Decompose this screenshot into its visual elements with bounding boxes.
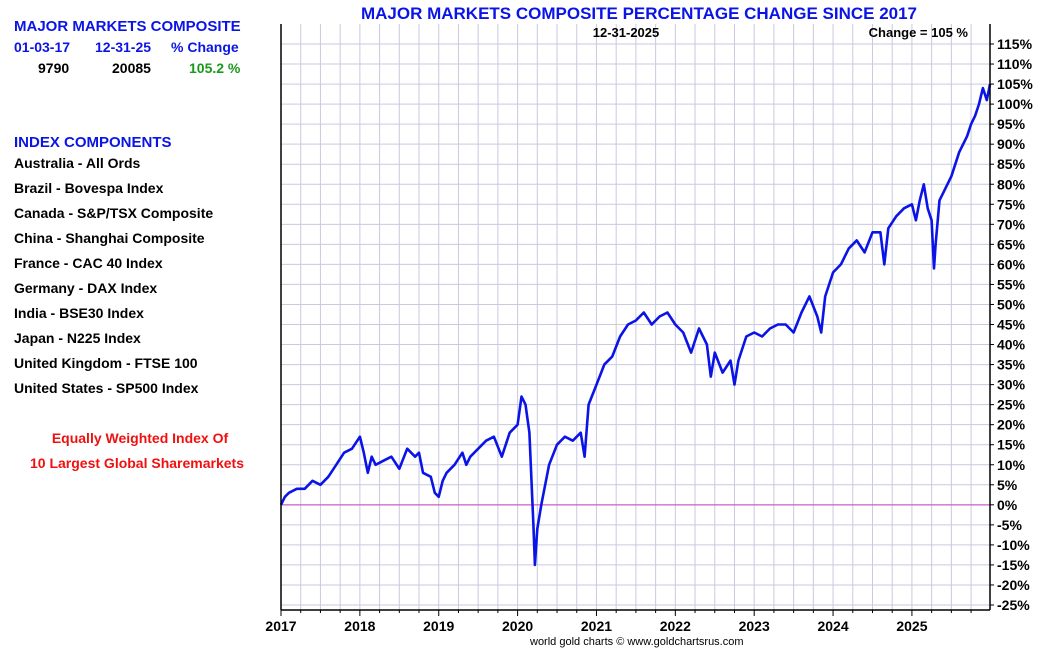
y-tick-label: -5% (997, 517, 1022, 533)
component-item: United Kingdom - FTSE 100 (14, 355, 198, 371)
y-tick-label: 85% (997, 156, 1026, 172)
note-line-1: Equally Weighted Index Of (51, 430, 229, 446)
y-tick-label: 95% (997, 116, 1026, 132)
series-line (279, 83, 992, 567)
x-tick-label: 2019 (423, 618, 454, 634)
chart-title: MAJOR MARKETS COMPOSITE PERCENTAGE CHANG… (360, 4, 918, 23)
y-tick-label: 30% (997, 377, 1026, 393)
y-tick-label: -15% (997, 557, 1030, 573)
y-tick-label: 5% (997, 477, 1018, 493)
y-tick-label: 110% (997, 56, 1033, 72)
y-tick-label: 75% (997, 196, 1026, 212)
y-tick-label: 10% (997, 457, 1026, 473)
y-tick-label: 70% (997, 216, 1026, 232)
x-tick-label: 2025 (896, 618, 927, 634)
component-item: Australia - All Ords (14, 155, 141, 171)
y-tick-label: 65% (997, 236, 1026, 252)
y-tick-label: 60% (997, 256, 1026, 272)
x-tick-label: 2023 (739, 618, 770, 634)
x-tick-label: 2024 (817, 618, 848, 634)
x-tick-label: 2022 (660, 618, 691, 634)
y-tick-label: -25% (997, 597, 1030, 613)
change-label: % Change (171, 39, 239, 55)
x-tick-label: 2021 (581, 618, 612, 634)
y-tick-label: 100% (997, 96, 1033, 112)
end-value: 20085 (112, 60, 151, 76)
x-tick-label: 2018 (344, 618, 375, 634)
start-date-label: 01-03-17 (14, 39, 71, 55)
x-tick-labels: 2017 2018 2019 2020 2021 2022 2023 2024 2025 (265, 610, 972, 634)
component-item: China - Shanghai Composite (14, 230, 205, 246)
x-tick-label: 2020 (502, 618, 533, 634)
date-annotation: 12-31-2025 (593, 25, 660, 40)
component-item: India - BSE30 Index (14, 305, 144, 321)
end-date-label: 12-31-25 (95, 39, 152, 55)
y-tick-label: 40% (997, 337, 1026, 353)
start-value: 9790 (38, 60, 70, 76)
summary-heading: MAJOR MARKETS COMPOSITE (14, 18, 241, 35)
components-heading: INDEX COMPONENTS (14, 134, 172, 151)
y-tick-label: 15% (997, 437, 1026, 453)
y-tick-label: -10% (997, 537, 1030, 553)
credit: world gold charts © www.goldchartsrus.co… (530, 636, 744, 648)
y-tick-label: 20% (997, 417, 1026, 433)
y-tick-label: 55% (997, 276, 1026, 292)
change-value: 105.2 % (189, 60, 241, 76)
change-annotation: Change = 105 % (869, 25, 969, 40)
component-item: France - CAC 40 Index (14, 255, 163, 271)
y-tick-label: 90% (997, 136, 1026, 152)
x-tick-label: 2017 (265, 618, 296, 634)
y-tick-label: 0% (997, 497, 1018, 513)
y-tick-label: 25% (997, 397, 1026, 413)
component-item: Japan - N225 Index (14, 330, 141, 346)
component-item: Brazil - Bovespa Index (14, 180, 164, 196)
component-item: United States - SP500 Index (14, 380, 199, 396)
y-tick-labels: -25% -20% -15% -10% -5% 0% 5% 10% 15% 20% 25% 30% 35… (990, 36, 1033, 613)
y-tick-label: 80% (997, 176, 1026, 192)
y-tick-label: 105% (997, 76, 1033, 92)
y-tick-label: 115% (997, 36, 1033, 52)
y-tick-label: 50% (997, 296, 1026, 312)
y-tick-label: 35% (997, 357, 1026, 373)
series-layer (279, 83, 992, 567)
component-item: Canada - S&P/TSX Composite (14, 205, 214, 221)
y-tick-label: 45% (997, 317, 1026, 333)
component-item: Germany - DAX Index (14, 280, 158, 296)
y-tick-label: -20% (997, 577, 1030, 593)
grid (280, 24, 990, 610)
note-line-2: 10 Largest Global Sharemarkets (30, 455, 244, 471)
